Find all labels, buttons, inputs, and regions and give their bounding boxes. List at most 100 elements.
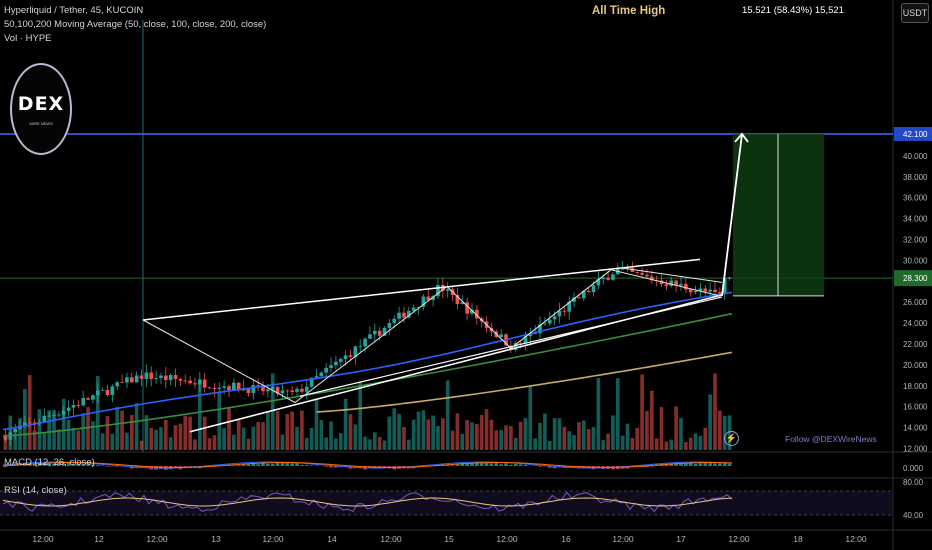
candle-body	[567, 301, 572, 312]
volume-bar	[596, 377, 601, 450]
volume-bar	[547, 441, 552, 450]
macd-bar	[76, 463, 81, 466]
macd-bar	[645, 466, 649, 467]
candle-body	[115, 382, 120, 387]
macd-bar	[105, 466, 110, 467]
volume-bar	[343, 398, 348, 450]
macd-bar	[81, 464, 86, 466]
price-tick-label: 36.000	[903, 194, 928, 203]
macd-bar	[314, 465, 319, 466]
macd-bar	[290, 463, 294, 466]
volume-bar	[37, 409, 42, 450]
volume-bar	[479, 414, 484, 450]
macd-bar	[52, 463, 56, 466]
candle-body	[406, 310, 411, 318]
candle-body	[358, 346, 363, 348]
projection-arrowhead	[734, 132, 749, 143]
price-tick-label: 40.000	[903, 152, 928, 161]
macd-bar	[703, 463, 708, 466]
rsi-axis-label: 40.00	[903, 511, 924, 520]
candle-body	[669, 280, 674, 286]
candle-body	[105, 389, 110, 395]
candle-body	[188, 380, 192, 384]
candle-body	[319, 372, 324, 377]
candle-body	[368, 334, 372, 339]
volume-bar	[416, 411, 421, 450]
candle-body	[547, 319, 552, 324]
time-tick-label: 12:00	[845, 534, 867, 544]
macd-bar	[523, 464, 528, 466]
volume-bar	[640, 374, 644, 450]
macd-bar	[256, 464, 260, 466]
time-tick-label: 12	[94, 534, 104, 544]
volume-bar	[499, 429, 503, 450]
logo-text: DEX	[17, 93, 65, 115]
candle-body	[348, 355, 353, 358]
candle-body	[552, 316, 557, 320]
symbol-legend: Hyperliquid / Tether, 45, KUCOIN	[4, 5, 144, 16]
candle-body	[280, 390, 285, 394]
candle-body	[329, 365, 333, 368]
volume-bar	[494, 430, 499, 450]
moving-average-line	[2, 312, 733, 437]
volume-bar	[611, 415, 615, 450]
macd-bar	[27, 463, 32, 466]
volume-bar	[509, 425, 513, 450]
volume-bar	[552, 418, 557, 450]
moving-average-line	[316, 351, 733, 413]
signal-line	[2, 462, 733, 468]
volume-bar	[387, 416, 392, 450]
volume-bar	[251, 426, 256, 450]
macd-bar	[183, 466, 188, 468]
macd-bar	[460, 462, 465, 466]
candle-body	[338, 359, 343, 362]
volume-bar	[543, 413, 547, 450]
projection-arrow	[721, 133, 743, 297]
volume-bar	[139, 440, 144, 450]
candle-body	[129, 377, 134, 383]
candle-body	[436, 284, 440, 297]
candle-body	[324, 367, 329, 373]
macd-bar	[275, 462, 280, 466]
candle-body	[212, 388, 217, 389]
volume-bar	[27, 375, 32, 450]
lightning-icon[interactable]: ⚡	[724, 431, 739, 446]
candle-body	[698, 288, 703, 291]
candle-body	[411, 307, 416, 311]
macd-bar	[518, 464, 523, 466]
macd-bar	[91, 464, 95, 466]
candle-body	[139, 375, 144, 379]
volume-bar	[71, 428, 76, 450]
time-tick-label: 15	[444, 534, 454, 544]
volume-bar	[168, 437, 173, 450]
time-tick-label: 17	[676, 534, 686, 544]
candle-body	[397, 312, 401, 319]
time-tick-label: 18	[793, 534, 803, 544]
candle-body	[581, 290, 586, 299]
macd-bar	[718, 463, 722, 466]
volume-bar	[654, 438, 659, 450]
candle-body	[611, 274, 615, 280]
volume-bar	[66, 419, 71, 450]
candle-body	[445, 289, 450, 291]
volume-bar	[445, 380, 450, 450]
volume-bar	[8, 415, 13, 450]
volume-bar	[115, 406, 120, 450]
volume-bar	[23, 389, 27, 450]
currency-button[interactable]: USDT	[901, 3, 929, 23]
macd-bar	[475, 462, 479, 466]
volume-bar	[236, 419, 241, 450]
price-tick-label: 16.000	[903, 403, 928, 412]
volume-bar	[178, 423, 183, 450]
price-tick-label: 32.000	[903, 236, 928, 245]
macd-bar	[232, 465, 236, 466]
candle-body	[256, 385, 260, 386]
candle-body	[708, 289, 712, 292]
current-price-badge	[894, 270, 932, 287]
macd-bar	[309, 465, 314, 466]
macd-axis-label: 0.000	[903, 464, 924, 473]
candle-body	[518, 343, 523, 344]
macd-bar	[538, 466, 542, 467]
moving-average-line	[2, 291, 733, 431]
